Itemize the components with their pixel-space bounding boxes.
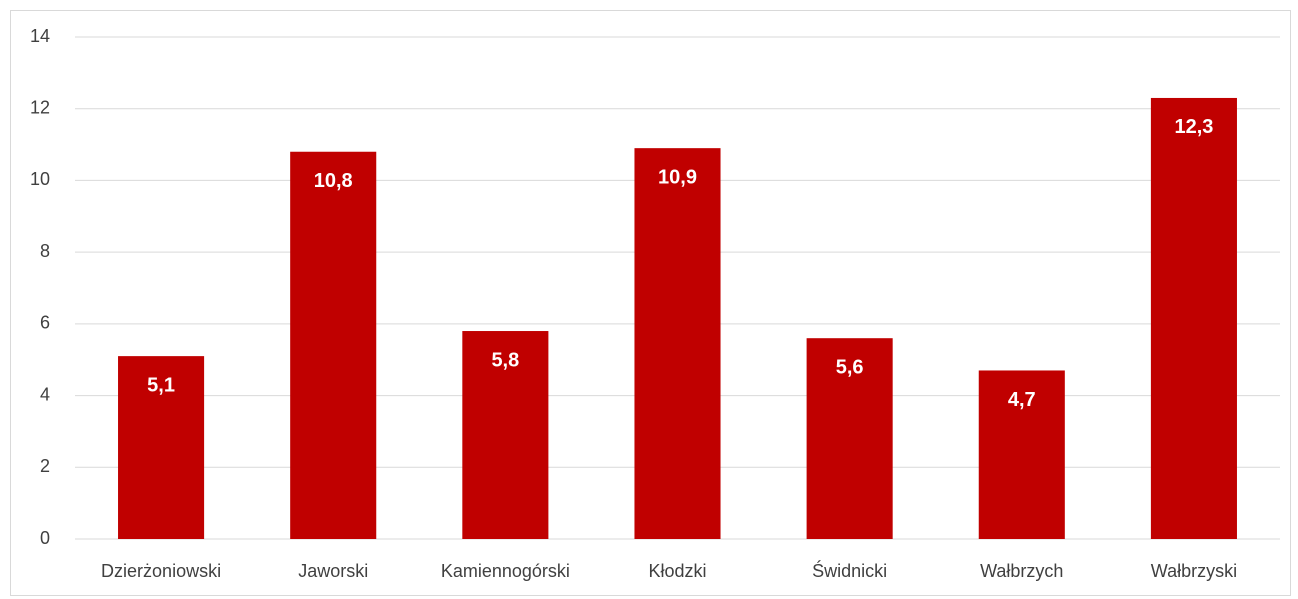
bar [978, 370, 1065, 539]
value-label: 5,8 [491, 349, 519, 371]
y-tick-label: 4 [40, 384, 50, 404]
y-tick-label: 0 [40, 528, 50, 548]
value-label: 10,9 [658, 166, 697, 188]
y-tick-label: 14 [30, 26, 50, 46]
y-tick-label: 10 [30, 169, 50, 189]
x-tick-label: Świdnicki [812, 560, 887, 581]
x-tick-label: Wałbrzych [980, 561, 1063, 581]
value-label: 10,8 [314, 170, 353, 192]
chart-border [10, 10, 1291, 596]
bar [1150, 97, 1237, 539]
bar [806, 338, 893, 539]
x-tick-label: Kamiennogórski [441, 561, 570, 581]
bar [462, 331, 549, 539]
x-tick-label: Dzierżoniowski [101, 561, 221, 581]
value-label: 5,1 [147, 374, 175, 396]
y-tick-label: 2 [40, 456, 50, 476]
bar [290, 151, 377, 539]
value-label: 5,6 [836, 356, 864, 378]
x-tick-label: Wałbrzyski [1151, 561, 1237, 581]
y-tick-label: 6 [40, 313, 50, 333]
value-label: 4,7 [1008, 389, 1036, 411]
x-tick-label: Kłodzki [648, 561, 706, 581]
y-tick-label: 12 [30, 97, 50, 117]
y-tick-label: 8 [40, 241, 50, 261]
value-label: 12,3 [1174, 116, 1213, 138]
bar [634, 148, 721, 539]
x-tick-label: Jaworski [298, 561, 368, 581]
bar [118, 356, 205, 539]
